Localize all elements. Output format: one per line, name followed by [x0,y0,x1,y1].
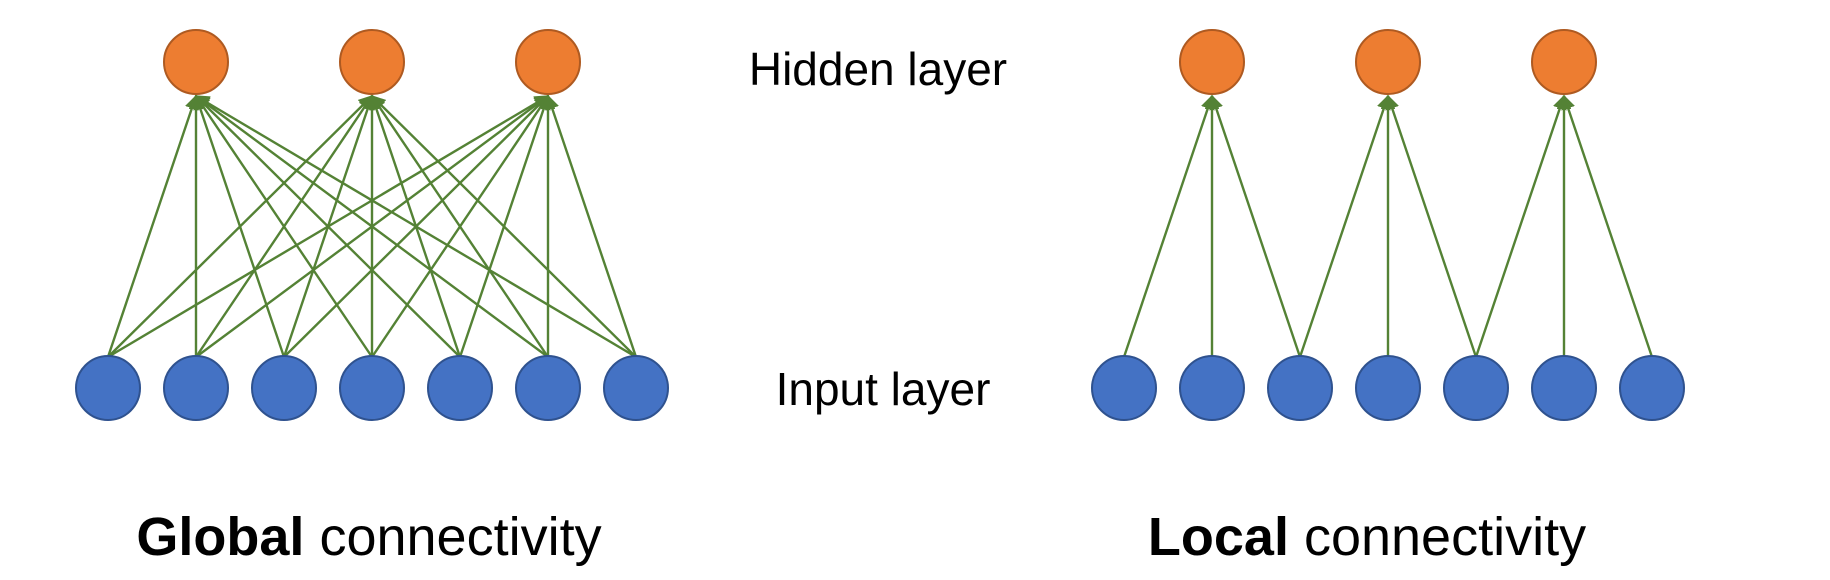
input-node [75,355,141,421]
input-node [339,355,405,421]
global-caption-rest: connectivity [304,507,601,567]
input-node [1091,355,1157,421]
local-input-nodes [1091,355,1685,421]
local-edges [1122,94,1654,358]
local-caption-bold: Local [1148,507,1289,567]
local-connectivity-panel [1091,29,1685,421]
input-node [1267,355,1333,421]
connection-edge [371,94,549,358]
connection-edge [1209,94,1302,358]
connection-edge [194,94,637,359]
connection-edge [106,94,199,358]
input-node [1619,355,1685,421]
connection-edge [1122,94,1215,358]
hidden-node [515,29,581,95]
global-caption-bold: Global [136,507,304,567]
global-edges [106,94,638,359]
input-node [427,355,493,421]
hidden-layer-label: Hidden layer [749,43,1007,95]
connection-edge [545,94,638,358]
global-connectivity-panel [75,29,669,421]
hidden-node [1531,29,1597,95]
connection-edge [194,95,549,358]
global-caption: Global connectivity [136,507,601,567]
input-node [1531,355,1597,421]
connection-edge [1474,94,1567,358]
hidden-node [163,29,229,95]
input-node [515,355,581,421]
input-layer-label: Input layer [776,363,991,415]
input-node [163,355,229,421]
hidden-node [1179,29,1245,95]
connection-edge [1561,94,1654,358]
local-hidden-nodes [1179,29,1597,95]
input-node [1179,355,1245,421]
input-node [251,355,317,421]
input-node [1443,355,1509,421]
connection-edge [195,94,373,358]
global-input-nodes [75,355,669,421]
connection-edge [370,94,637,358]
connection-edge [194,94,461,358]
connection-edge [1298,94,1391,358]
input-node [1355,355,1421,421]
input-node [603,355,669,421]
connection-edge [1385,94,1478,358]
connection-edge [193,94,286,358]
hidden-node [1355,29,1421,95]
local-caption-rest: connectivity [1289,507,1586,567]
global-hidden-nodes [163,29,581,95]
local-caption: Local connectivity [1148,507,1586,567]
hidden-node [339,29,405,95]
